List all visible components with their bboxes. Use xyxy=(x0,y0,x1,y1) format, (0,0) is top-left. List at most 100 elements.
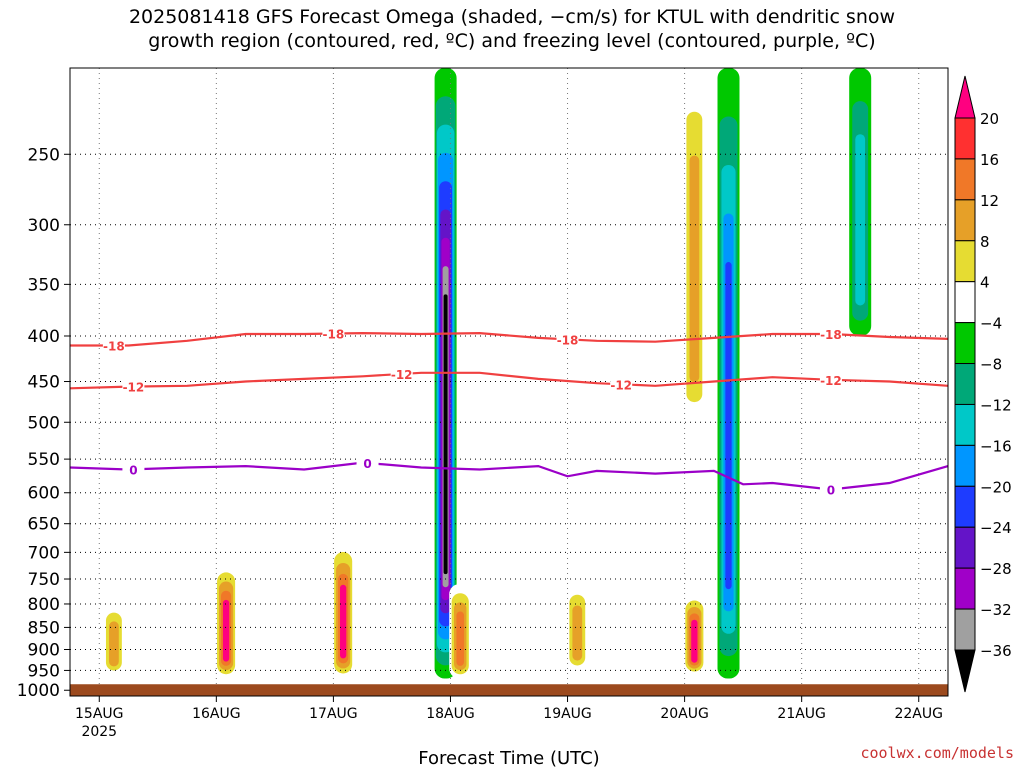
colorbar: 20 16 12 8 4 −4 −8 −12 −16 −20 −24 −28 −32 −36 xyxy=(954,75,1012,693)
x-tick-label: 17AUG xyxy=(309,706,358,722)
colorbar-box xyxy=(954,158,976,201)
colorbar-top-triangle xyxy=(954,75,976,119)
x-tick-sublabel: 2025 xyxy=(81,724,117,740)
colorbar-label: −20 xyxy=(980,478,1012,496)
y-tick-label: 800 xyxy=(28,595,60,615)
x-axis-label: Forecast Time (UTC) xyxy=(418,748,599,768)
x-tick-label: 20AUG xyxy=(660,706,709,722)
y-tick-label: 550 xyxy=(28,450,60,470)
temperature-contours: -18 -18 -18 -18 -12 -12 -12 -12 0 0 0 xyxy=(70,326,948,498)
x-axis: 15AUG 2025 16AUG 17AUG 18AUG 19AUG 20AUG 21AUG 2… xyxy=(75,696,943,740)
y-tick-label: 700 xyxy=(28,543,60,563)
x-tick-label: 22AUG xyxy=(894,706,943,722)
colorbar-box xyxy=(954,322,976,365)
omega-cell xyxy=(689,155,700,382)
colorbar-label: −28 xyxy=(980,560,1012,578)
y-tick-label: 600 xyxy=(28,484,60,504)
omega-cell xyxy=(456,611,465,666)
contour-label-bg xyxy=(819,372,842,387)
contour-label: 0 xyxy=(827,484,835,498)
contour-label-bg xyxy=(122,462,145,477)
chart-title-line2: growth region (contoured, red, ºC) and f… xyxy=(148,30,876,52)
omega-cell xyxy=(340,584,347,659)
x-tick-label: 15AUG xyxy=(75,706,124,722)
contour-label-bg xyxy=(819,482,842,497)
y-tick-label: 450 xyxy=(28,373,60,393)
colorbar-label: 4 xyxy=(980,274,990,292)
ground-layer xyxy=(70,684,948,696)
y-tick-label: 750 xyxy=(28,570,60,590)
colorbar-box xyxy=(954,199,976,242)
y-axis: 250 300 350 400 450 500 550 600 650 700 750 800 850 9… xyxy=(17,145,70,701)
omega-shading xyxy=(102,68,872,679)
y-tick-label: 950 xyxy=(28,661,60,681)
colorbar-box xyxy=(954,567,976,610)
colorbar-label: 8 xyxy=(980,233,990,251)
colorbar-label: −4 xyxy=(980,315,1002,333)
x-tick-label: 21AUG xyxy=(777,706,826,722)
colorbar-box xyxy=(954,485,976,528)
x-tick-label: 16AUG xyxy=(192,706,241,722)
y-tick-label: 650 xyxy=(28,515,60,535)
omega-cell xyxy=(443,294,448,575)
gridlines xyxy=(70,68,948,696)
contour-label-bg xyxy=(356,456,379,471)
colorbar-box xyxy=(954,363,976,405)
colorbar-box xyxy=(954,403,976,446)
colorbar-box xyxy=(954,608,976,651)
colorbar-label: 12 xyxy=(980,192,999,210)
x-tick-label: 19AUG xyxy=(543,706,592,722)
y-tick-label: 500 xyxy=(28,413,60,433)
y-tick-label: 350 xyxy=(28,275,60,295)
colorbar-box xyxy=(954,444,976,487)
contour-label: -18 xyxy=(820,328,842,342)
contour-label: -12 xyxy=(391,368,413,382)
contour-label: -12 xyxy=(820,374,842,388)
contour-label: -12 xyxy=(123,381,145,395)
y-tick-label: 850 xyxy=(28,618,60,638)
x-tick-label: 18AUG xyxy=(426,706,475,722)
contour-line xyxy=(70,461,948,491)
contour-label: -18 xyxy=(557,333,579,347)
y-tick-label: 400 xyxy=(28,327,60,347)
colorbar-box xyxy=(954,117,976,160)
colorbar-box xyxy=(954,526,976,569)
contour-line xyxy=(70,331,948,347)
colorbar-bottom-triangle xyxy=(954,649,976,693)
contour-label-bg xyxy=(102,338,125,353)
colorbar-label: −32 xyxy=(980,601,1012,619)
colorbar-box xyxy=(954,281,976,324)
colorbar-label: −36 xyxy=(980,642,1012,660)
y-tick-label: 1000 xyxy=(17,681,60,701)
omega-cell xyxy=(572,605,583,661)
contour-label: 0 xyxy=(129,463,137,477)
colorbar-label: 16 xyxy=(980,151,999,169)
contour-label-bg xyxy=(122,379,145,394)
contour-label-bg xyxy=(610,377,633,392)
colorbar-label: 20 xyxy=(980,110,999,128)
omega-cell xyxy=(691,619,698,663)
contour-label-bg xyxy=(819,327,842,342)
contour-label: -18 xyxy=(323,328,345,342)
omega-cell xyxy=(725,262,732,590)
colorbar-label: −8 xyxy=(980,356,1002,374)
omega-cell xyxy=(855,134,866,306)
colorbar-label: −12 xyxy=(980,396,1012,414)
colorbar-label: −24 xyxy=(980,519,1012,537)
y-tick-label: 300 xyxy=(28,216,60,236)
contour-label-bg xyxy=(322,326,345,341)
contour-label-bg xyxy=(390,367,413,382)
y-tick-label: 900 xyxy=(28,641,60,661)
omega-cell xyxy=(109,621,119,667)
contour-line xyxy=(70,371,948,390)
colorbar-box xyxy=(954,240,976,283)
ground-fill xyxy=(70,684,948,696)
credit-link[interactable]: coolwx.com/models xyxy=(860,744,1014,762)
plot-frame xyxy=(69,67,949,697)
contour-label: 0 xyxy=(363,457,371,471)
colorbar-label: −16 xyxy=(980,437,1012,455)
omega-cell xyxy=(222,599,230,662)
y-tick-label: 250 xyxy=(28,145,60,165)
contour-label: -18 xyxy=(103,340,125,354)
